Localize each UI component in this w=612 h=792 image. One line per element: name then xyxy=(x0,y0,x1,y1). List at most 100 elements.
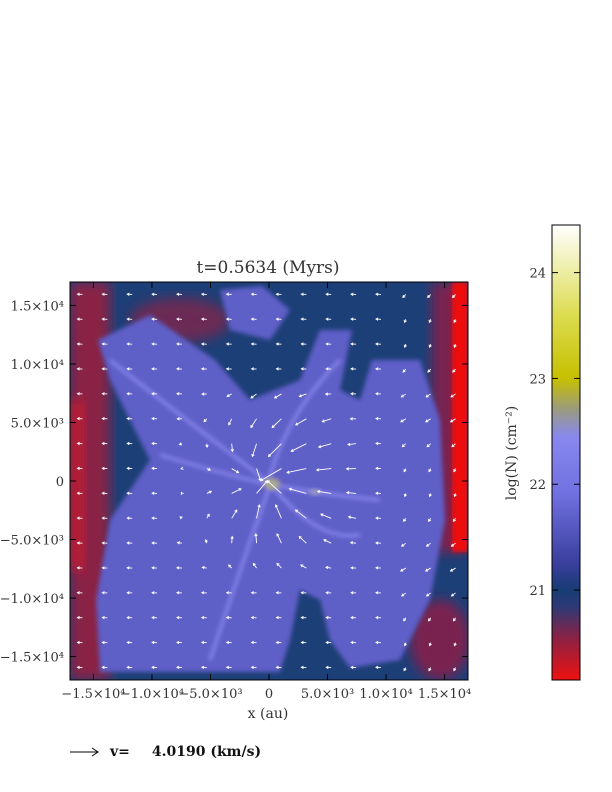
velocity-arrow xyxy=(231,536,233,544)
velocity-arrow-head xyxy=(350,317,354,321)
velocity-arrow xyxy=(260,468,282,482)
velocity-arrow-head xyxy=(101,566,105,570)
velocity-arrow-head xyxy=(76,541,80,545)
velocity-arrow-head xyxy=(176,342,180,346)
velocity-arrow-head xyxy=(300,665,304,670)
velocity-arrow-head xyxy=(250,665,254,670)
velocity-arrow-head xyxy=(274,504,278,508)
velocity-arrow-head xyxy=(126,367,130,371)
left-edge-region xyxy=(70,400,84,570)
velocity-arrow-head xyxy=(323,539,327,543)
velocity-arrow-head xyxy=(425,543,430,547)
velocity-arrow-head xyxy=(300,292,304,296)
velocity-arrow-head xyxy=(101,615,105,620)
velocity-arrow-head xyxy=(76,615,80,620)
velocity-arrow-head xyxy=(259,478,264,482)
velocity-arrow-head xyxy=(230,448,234,453)
velocity-arrow-head xyxy=(250,292,254,296)
velocity-arrow-head xyxy=(375,591,379,595)
velocity-arrow xyxy=(251,443,257,457)
velocity-arrow-head xyxy=(425,419,429,423)
velocity-arrow-head xyxy=(290,448,294,452)
velocity-arrow-head xyxy=(288,487,292,491)
velocity-arrow-head xyxy=(275,640,279,645)
velocity-arrow-head xyxy=(228,564,232,568)
velocity-arrow-head xyxy=(375,317,379,321)
velocity-arrow-head xyxy=(400,394,404,398)
velocity-arrow xyxy=(250,393,257,399)
velocity-arrow-head xyxy=(401,593,405,597)
x-tick-label: −1.0×10⁴ xyxy=(120,687,184,702)
velocity-arrow-head xyxy=(101,342,105,346)
secondary-core xyxy=(309,489,321,495)
velocity-arrow-head xyxy=(428,668,432,672)
velocity-arrow-head xyxy=(180,491,184,496)
velocity-arrow-head xyxy=(350,292,354,296)
velocity-arrow xyxy=(250,418,257,428)
velocity-arrow-head xyxy=(101,640,105,645)
right-edge-region xyxy=(452,282,468,552)
velocity-arrow-head xyxy=(126,441,130,446)
velocity-arrow-head xyxy=(76,342,80,346)
velocity-arrow-head xyxy=(151,342,155,346)
velocity-arrow-head xyxy=(325,342,329,346)
velocity-arrow xyxy=(286,468,307,474)
velocity-arrow-head xyxy=(300,615,304,620)
velocity-arrow-head xyxy=(176,292,180,296)
reference-arrow-icon xyxy=(70,747,99,757)
velocity-arrow-head xyxy=(101,516,105,520)
velocity-arrow-head xyxy=(375,541,379,545)
velocity-arrow xyxy=(299,393,307,397)
velocity-arrow-head xyxy=(251,453,255,458)
velocity-arrow-head xyxy=(428,319,432,324)
velocity-arrow xyxy=(450,567,456,572)
velocity-arrow-head xyxy=(451,444,455,448)
velocity-arrow-head xyxy=(425,593,430,597)
velocity-arrow-head xyxy=(126,516,130,520)
velocity-arrow-head xyxy=(236,470,240,474)
velocity-arrow-head xyxy=(101,441,105,446)
velocity-arrow-head xyxy=(294,509,299,513)
velocity-arrow-head xyxy=(176,541,180,545)
velocity-arrow xyxy=(317,490,332,494)
velocity-arrow-head xyxy=(257,504,261,508)
velocity-arrow-head xyxy=(126,292,130,296)
velocity-arrow xyxy=(323,539,332,544)
velocity-arrow-head xyxy=(325,292,329,296)
velocity-arrow-head xyxy=(350,367,354,371)
velocity-arrow-head xyxy=(350,566,354,570)
velocity-arrow-head xyxy=(176,392,180,396)
y-tick-label: 1.0×10⁴ xyxy=(11,358,64,373)
velocity-arrow-head xyxy=(101,392,105,396)
velocity-arrow-head xyxy=(298,535,302,540)
velocity-arrow xyxy=(276,563,282,569)
velocity-arrow-head xyxy=(250,395,254,399)
velocity-arrow-head xyxy=(203,419,207,423)
velocity-arrow xyxy=(425,418,431,423)
x-tick-label: −5.0×10³ xyxy=(178,687,242,702)
y-tick-label: 5.0×10³ xyxy=(11,416,64,431)
velocity-arrow xyxy=(231,488,242,494)
velocity-arrow-head xyxy=(200,615,205,620)
velocity-arrow-head xyxy=(403,518,407,523)
velocity-arrow-head xyxy=(428,493,432,498)
velocity-arrow-head xyxy=(300,591,304,595)
velocity-arrow-head xyxy=(151,392,155,396)
velocity-arrow-head xyxy=(151,466,155,471)
velocity-arrow-head xyxy=(200,640,205,645)
velocity-arrow-head xyxy=(347,515,352,519)
velocity-arrow xyxy=(274,393,282,399)
velocity-arrow xyxy=(256,504,260,519)
y-tick-label: 0 xyxy=(56,475,64,490)
velocity-arrow-head xyxy=(275,367,279,371)
y-tick-label: −1.0×10⁴ xyxy=(0,592,64,607)
velocity-arrow-head xyxy=(206,513,210,517)
velocity-arrow-head xyxy=(298,394,302,398)
velocity-arrow-head xyxy=(266,480,270,484)
velocity-arrow-head xyxy=(321,419,325,423)
velocity-arrow-head xyxy=(200,292,205,296)
velocity-arrow-head xyxy=(151,367,155,371)
velocity-arrow-head xyxy=(325,640,329,645)
velocity-arrow-head xyxy=(101,541,105,545)
